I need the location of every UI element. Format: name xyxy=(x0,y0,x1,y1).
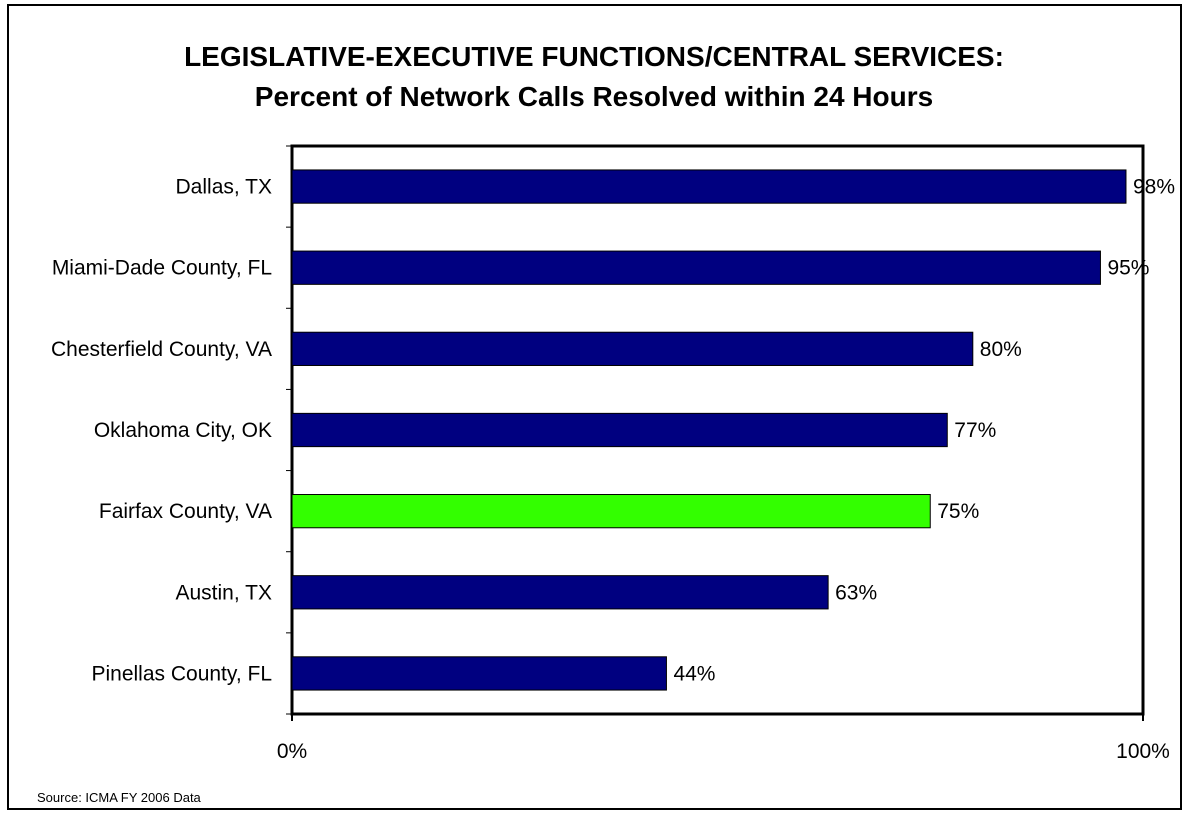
category-label-oklahoma-city-ok: Oklahoma City, OK xyxy=(94,419,272,442)
bar-chesterfield-county-va xyxy=(291,331,974,366)
axis-ticks xyxy=(286,145,1144,721)
category-label-pinellas-county-fl: Pinellas County, FL xyxy=(91,662,272,685)
value-label-miami-dade-county-fl: 95% xyxy=(1107,257,1149,280)
category-label-dallas-tx: Dallas, TX xyxy=(176,176,272,199)
category-label-austin-tx: Austin, TX xyxy=(176,581,273,604)
chart-title-line-2: Percent of Network Calls Resolved within… xyxy=(255,81,933,112)
category-label-chesterfield-county-va: Chesterfield County, VA xyxy=(51,338,272,361)
bar-dallas-tx xyxy=(291,169,1127,204)
value-label-pinellas-county-fl: 44% xyxy=(673,662,715,685)
value-label-austin-tx: 63% xyxy=(835,581,877,604)
category-label-miami-dade-county-fl: Miami-Dade County, FL xyxy=(52,257,272,280)
x-tick-label-min: 0% xyxy=(277,740,307,763)
source-note: Source: ICMA FY 2006 Data xyxy=(37,790,202,805)
category-label-fairfax-county-va: Fairfax County, VA xyxy=(99,500,272,523)
chart-title-line-1: LEGISLATIVE-EXECUTIVE FUNCTIONS/CENTRAL … xyxy=(184,41,1004,72)
value-label-fairfax-county-va: 75% xyxy=(937,500,979,523)
bar-fairfax-county-va xyxy=(291,494,931,529)
value-label-dallas-tx: 98% xyxy=(1133,176,1175,199)
value-label-chesterfield-county-va: 80% xyxy=(980,338,1022,361)
bar-austin-tx xyxy=(291,575,829,610)
bars-layer: Dallas, TX 98% Miami-Dade County, FL 95% Che… xyxy=(51,169,1175,691)
x-tick-label-max: 100% xyxy=(1116,740,1170,763)
bar-oklahoma-city-ok xyxy=(291,412,948,448)
value-label-oklahoma-city-ok: 77% xyxy=(954,419,996,442)
bar-miami-dade-county-fl xyxy=(291,250,1101,285)
bar-pinellas-county-fl xyxy=(291,656,667,691)
